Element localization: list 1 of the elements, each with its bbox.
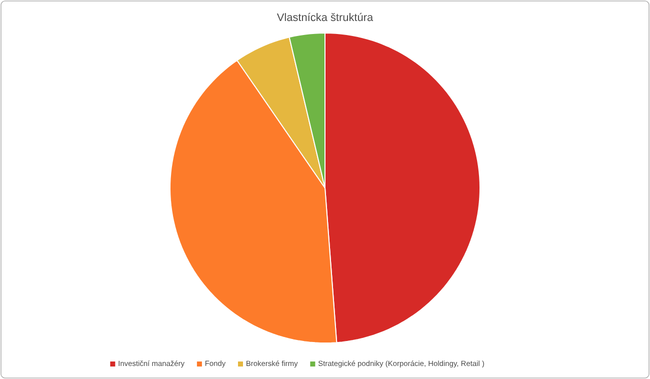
chart-title: Vlastnícka štruktúra xyxy=(276,12,374,22)
